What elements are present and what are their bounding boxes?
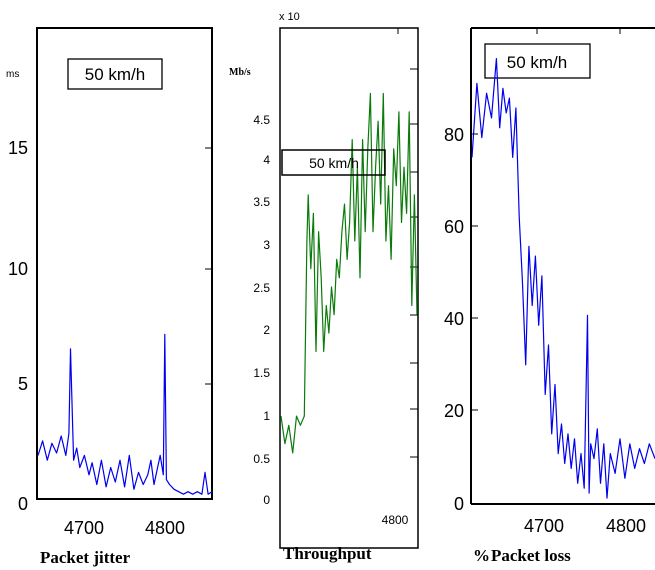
loss-panel-caption: Packet loss (491, 546, 571, 565)
jitter-ytick-label: 0 (18, 494, 28, 514)
throughput-panel-caption: Throughput (283, 544, 372, 563)
throughput-ytick-label: 3 (263, 238, 270, 252)
throughput-ticks (397, 28, 418, 458)
throughput-panel: x 10 Mb/s 4.5 4 3.5 3 2.5 2 1.5 1 0.5 0 … (229, 11, 419, 563)
loss-ytick-label: 60 (444, 217, 464, 237)
jitter-line-series (37, 333, 213, 495)
throughput-ytick-label: 0 (263, 493, 270, 507)
loss-series-line-0 (471, 57, 655, 499)
loss-legend-text: 50 km/h (507, 53, 567, 72)
packet-loss-panel: 80 60 40 20 0 4700 4800 50 km/h % Packet… (444, 27, 655, 565)
throughput-plot-frame (279, 27, 419, 549)
loss-ytick-label: 80 (444, 125, 464, 145)
jitter-unit-label: ms (6, 69, 19, 80)
loss-legend-box (484, 43, 591, 79)
jitter-xtick-label: 4800 (145, 518, 185, 538)
throughput-legend-text: 50 km/h (309, 155, 359, 171)
throughput-ytick-label: 1.5 (253, 366, 270, 380)
throughput-line-series (280, 92, 418, 454)
throughput-ytick-label: 2 (263, 323, 270, 337)
loss-xtick-label: 4700 (524, 516, 564, 536)
loss-xtick-label: 4800 (606, 516, 646, 536)
loss-ticks (471, 28, 621, 411)
throughput-legend-box (281, 149, 386, 176)
jitter-xtick-label: 4700 (64, 518, 104, 538)
throughput-ytick-label: 4 (263, 153, 270, 167)
loss-ytick-label: 0 (454, 494, 464, 514)
throughput-exponent-label: x 10 (279, 11, 300, 23)
jitter-ytick-label: 5 (18, 374, 28, 394)
throughput-ytick-label: 4.5 (253, 113, 270, 127)
throughput-series-line-0 (280, 92, 418, 454)
loss-ytick-label: 20 (444, 401, 464, 421)
throughput-ytick-label: 1 (263, 409, 270, 423)
loss-line-series (471, 57, 655, 499)
jitter-plot-frame (36, 27, 213, 500)
loss-ytick-label: 40 (444, 309, 464, 329)
throughput-xtick-label: 4800 (382, 513, 409, 527)
jitter-ytick-label: 10 (8, 259, 28, 279)
jitter-legend-box (67, 58, 163, 90)
throughput-unit-label: Mb/s (229, 67, 251, 78)
jitter-ticks (205, 147, 212, 385)
jitter-series-line-0 (37, 333, 213, 495)
jitter-ytick-label: 15 (8, 138, 28, 158)
throughput-ytick-label: 2.5 (253, 281, 270, 295)
throughput-ytick-label: 0.5 (253, 452, 270, 466)
throughput-ytick-label: 3.5 (253, 195, 270, 209)
jitter-legend-text: 50 km/h (85, 65, 145, 84)
loss-unit-label: % (473, 546, 490, 565)
jitter-panel-caption: Packet jitter (40, 548, 131, 567)
packet-jitter-panel: ms 15 10 5 0 4700 4800 50 km/h Packet ji… (6, 27, 213, 567)
